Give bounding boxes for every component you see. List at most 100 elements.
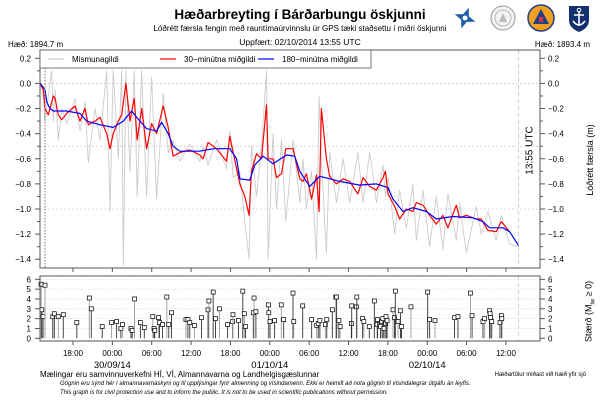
quake-marker — [141, 325, 147, 330]
quake-marker — [137, 320, 143, 325]
quake-marker — [383, 314, 389, 320]
y-tick-label-right: −1.4 — [548, 255, 564, 264]
x-tick-label: 00:00 — [417, 349, 438, 358]
quake-marker — [253, 309, 259, 315]
y-tick-label: −1.2 — [15, 230, 31, 239]
y-tick-label: −0.4 — [15, 130, 31, 139]
quake-marker — [427, 317, 432, 322]
quake-marker — [40, 314, 46, 320]
y-tick-label-right: −0.4 — [548, 130, 564, 139]
quake-axes: 0 01 12 23 34 45 56 618:00 00:00 06:00 12:00 18:00 0… — [27, 275, 553, 371]
quake-marker — [42, 282, 48, 288]
quake-marker — [384, 318, 390, 323]
now-marker-label: 13:55 UTC — [524, 126, 536, 175]
disclaimer-icelandic: Gögnin eru sýnd hér í almannavarnaskyni … — [60, 381, 471, 387]
y-tick-label: 0.0 — [20, 79, 32, 88]
quake-marker — [156, 315, 161, 321]
quake-marker — [291, 319, 297, 324]
height-end: Hæð: 1893.4 m — [534, 40, 590, 49]
quake-marker — [425, 289, 431, 295]
quake-marker — [166, 322, 172, 327]
q-tick-label: 3 — [27, 305, 32, 314]
x-tick-label: 06:00 — [142, 349, 163, 358]
quake-axis-label-suffix: ≥ 0) — [583, 280, 594, 299]
quake-marker — [99, 324, 105, 329]
y-tick-label-right: −0.6 — [548, 155, 564, 164]
main-series — [39, 70, 520, 266]
quake-marker — [361, 319, 367, 324]
date-label: 30/09/14 — [94, 360, 131, 371]
quake-marker — [337, 324, 343, 329]
x-tick-label: 12:00 — [339, 349, 360, 358]
q-tick-label-right: 6 — [548, 275, 553, 284]
y-tick-label: 0.2 — [20, 54, 32, 63]
main-axes: 0.2 0.2 0.0 0.0 −0.2 −0.2 −0.4 −0.4 −0.6 −0.6 −0.8… — [15, 54, 564, 272]
y-tick-label: −1.4 — [15, 255, 31, 264]
main-gridlines — [40, 83, 540, 210]
y-axis-label: Lóðrétt færsla (m) — [585, 124, 595, 196]
quake-marker — [267, 319, 273, 324]
quake-marker — [51, 311, 57, 317]
quake-marker — [398, 308, 403, 314]
quake-marker — [371, 298, 377, 304]
quake-marker — [392, 315, 397, 321]
almannavarnir-logo — [527, 4, 555, 32]
x-tick-label: 18:00 — [63, 349, 84, 358]
quake-marker — [86, 295, 92, 301]
quake-marker — [487, 311, 493, 317]
legend-label-2: 180−minútna miðgildi — [282, 55, 358, 64]
quake-marker — [206, 298, 212, 304]
quake-marker — [230, 312, 236, 318]
y-tick-label-right: −1.2 — [548, 230, 564, 239]
quake-marker — [290, 290, 296, 296]
quake-plot-frame — [39, 275, 541, 342]
quake-marker — [395, 319, 401, 324]
quake-axis-label-sub: lw — [590, 298, 597, 305]
logos — [455, 4, 589, 32]
legend-label-1: 30−minútna miðgildi — [184, 55, 256, 64]
quake-marker — [272, 318, 277, 323]
quake-marker — [225, 322, 230, 327]
q-tick-label: 6 — [27, 275, 32, 284]
height-start: Hæð: 1894.7 m — [8, 40, 64, 49]
university-seal-logo — [490, 5, 516, 31]
quake-marker — [243, 324, 248, 329]
quake-marker — [241, 311, 247, 317]
q-tick-label-right: 3 — [548, 305, 553, 314]
quake-marker — [266, 310, 272, 316]
quake-marker — [455, 314, 461, 320]
q-tick-label-right: 2 — [548, 315, 553, 324]
quake-gridlines — [40, 279, 540, 329]
x-tick-label: 06:00 — [299, 349, 320, 358]
quake-marker — [468, 290, 473, 296]
quake-marker — [432, 318, 438, 323]
legend-box — [39, 49, 372, 69]
quake-marker — [217, 306, 222, 312]
quake-marker — [482, 316, 487, 321]
x-tick-label: 18:00 — [378, 349, 399, 358]
quake-marker — [152, 328, 158, 333]
quake-axis-label-main: Stærð (M — [583, 304, 594, 342]
quake-marker — [390, 307, 396, 313]
quake-marker — [278, 302, 284, 308]
datum-note: Hæðartölur miðast við hæð yfir sjó — [494, 372, 586, 378]
quake-marker — [349, 303, 355, 309]
quake-marker — [300, 303, 306, 309]
main-plot-frame — [39, 49, 541, 269]
legend-label-0: Mismunagildi — [72, 55, 119, 64]
series-line-1 — [39, 82, 510, 233]
quake-marker — [317, 318, 323, 323]
quake-marker — [74, 320, 80, 325]
quake-marker — [489, 319, 495, 324]
quake-marker — [164, 294, 170, 300]
quake-marker — [132, 296, 137, 302]
date-label: 02/10/14 — [409, 360, 446, 371]
quake-marker — [324, 317, 330, 322]
quake-marker — [129, 328, 135, 333]
series-line-0 — [39, 70, 519, 266]
legend: Mismunagildi 30−minútna miðgildi 180−minút… — [39, 49, 372, 69]
x-tick-label: 18:00 — [220, 349, 241, 358]
y-tick-label-right: 0.0 — [548, 79, 560, 88]
